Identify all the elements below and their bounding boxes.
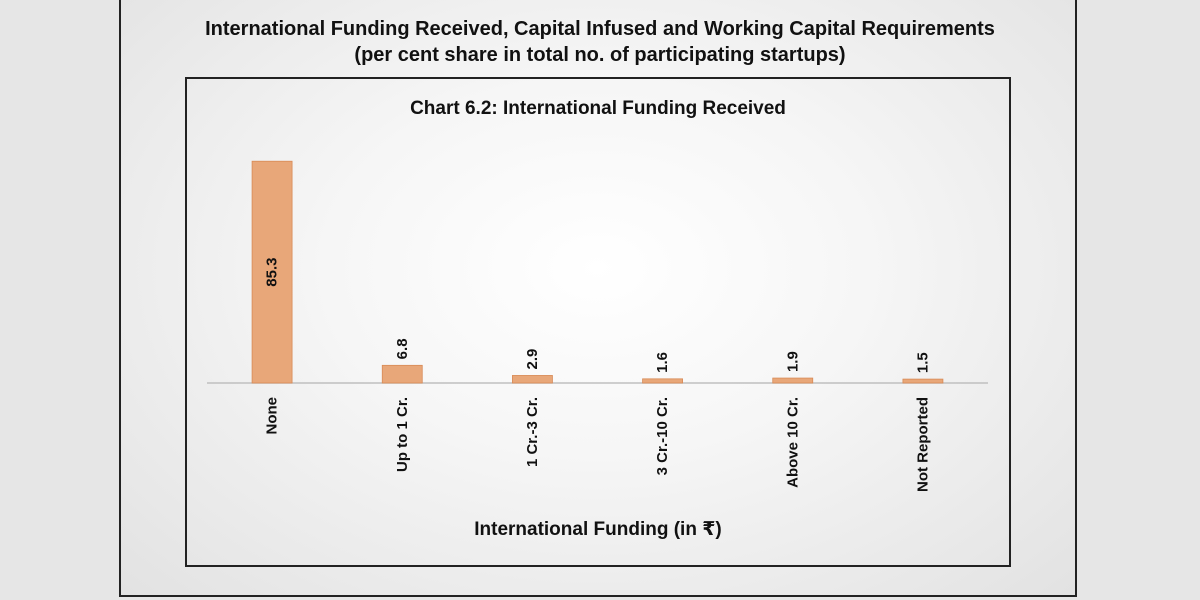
- data-label: 1.9: [784, 351, 801, 372]
- bar: [251, 160, 293, 384]
- bar: [902, 378, 944, 384]
- chart-title: Chart 6.2: International Funding Receive…: [410, 98, 786, 119]
- x-axis-label: International Funding (in ₹): [474, 519, 722, 540]
- x-tick-label: Not Reported: [914, 397, 931, 492]
- x-tick-label: None: [264, 397, 281, 435]
- x-tick-label: 1 Cr.-3 Cr.: [524, 397, 541, 467]
- value-labels-group: 85.3 6.8 2.9 1.6 1.9 1.5: [264, 258, 932, 374]
- data-label: 1.6: [654, 352, 671, 373]
- figure-subtitle: (per cent share in total no. of particip…: [354, 44, 846, 66]
- bars-group: [251, 160, 944, 384]
- bar: [381, 364, 423, 384]
- bar: [512, 375, 553, 384]
- chart-frame: [185, 77, 1011, 567]
- data-label: 6.8: [394, 338, 411, 359]
- x-tick-label: Up to 1 Cr.: [394, 397, 411, 472]
- data-label: 85.3: [264, 258, 281, 287]
- data-label: 1.5: [914, 352, 931, 373]
- bar: [642, 378, 683, 384]
- tick-labels-group: None Up to 1 Cr. 1 Cr.-3 Cr. 3 Cr.-10 Cr. Ab…: [264, 397, 932, 492]
- figure-title: International Funding Received, Capital …: [205, 18, 995, 40]
- x-tick-label: 3 Cr.-10 Cr.: [654, 397, 671, 475]
- data-label: 2.9: [524, 349, 541, 370]
- bar: [772, 377, 814, 384]
- x-tick-label: Above 10 Cr.: [784, 397, 801, 488]
